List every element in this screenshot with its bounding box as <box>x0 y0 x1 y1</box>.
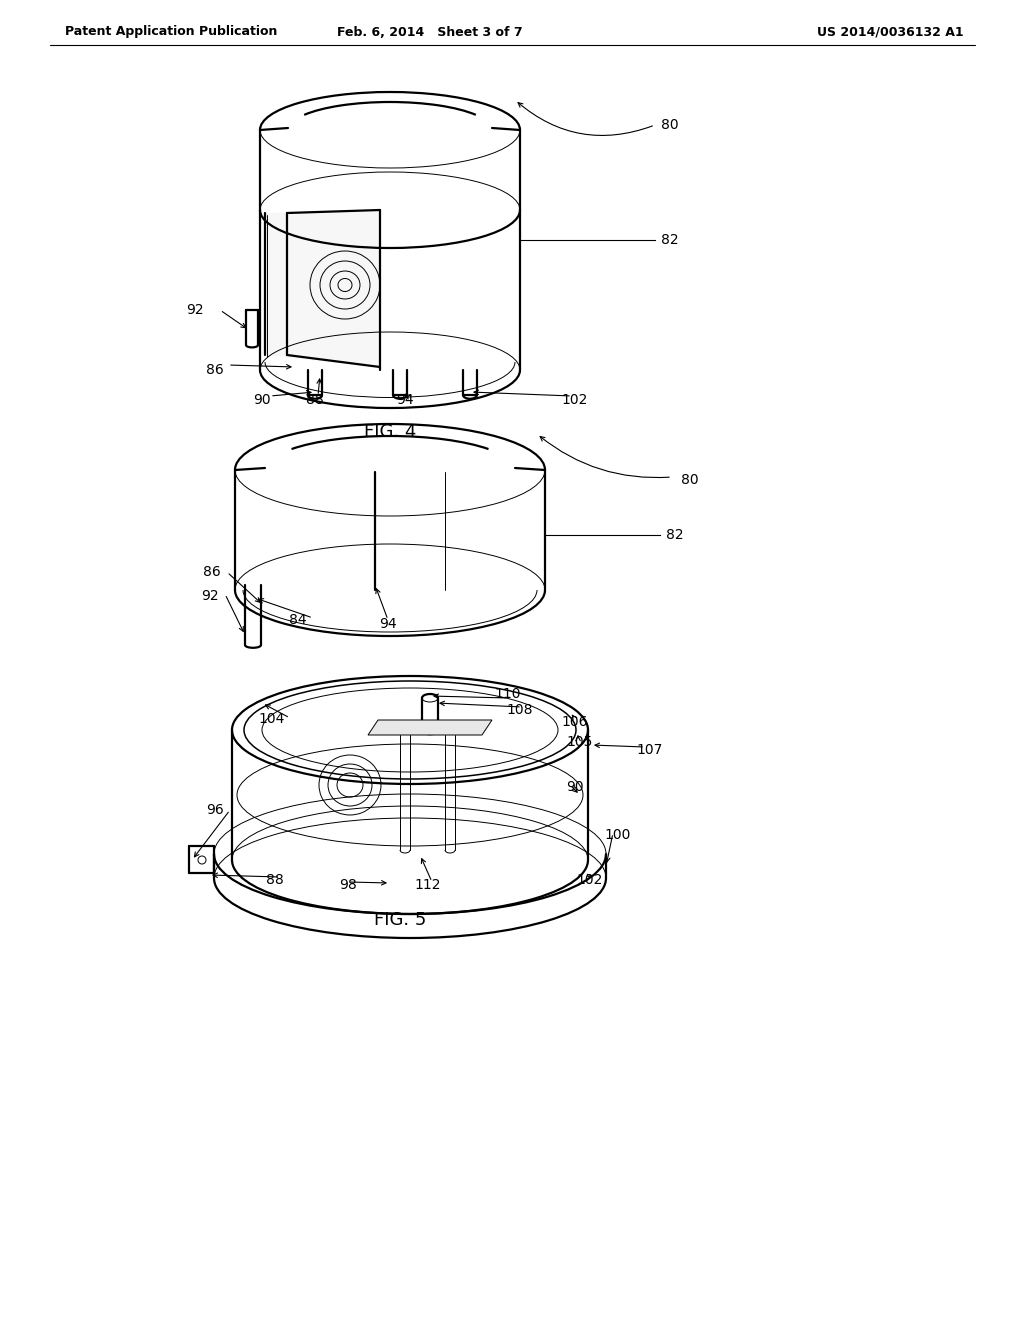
Text: 86: 86 <box>206 363 224 378</box>
Text: 90: 90 <box>253 393 270 407</box>
Text: 88: 88 <box>266 873 284 887</box>
Text: 108: 108 <box>507 704 534 717</box>
Text: Feb. 6, 2014   Sheet 3 of 7: Feb. 6, 2014 Sheet 3 of 7 <box>337 25 523 38</box>
Text: 94: 94 <box>379 616 397 631</box>
Text: 102: 102 <box>577 873 603 887</box>
Text: 110: 110 <box>495 686 521 701</box>
Text: 107: 107 <box>637 743 664 756</box>
Text: US 2014/0036132 A1: US 2014/0036132 A1 <box>817 25 964 38</box>
Text: Patent Application Publication: Patent Application Publication <box>65 25 278 38</box>
Text: 92: 92 <box>186 304 204 317</box>
Text: 100: 100 <box>605 828 631 842</box>
Text: 96: 96 <box>206 803 224 817</box>
Text: 88: 88 <box>306 393 324 407</box>
Text: FIG. 4: FIG. 4 <box>364 422 416 441</box>
Text: 106: 106 <box>562 715 588 729</box>
Text: 112: 112 <box>415 878 441 892</box>
Text: 84: 84 <box>289 612 307 627</box>
Text: 86: 86 <box>203 565 221 579</box>
Text: 102: 102 <box>562 393 588 407</box>
Text: 80: 80 <box>662 117 679 132</box>
Text: FIG. 5: FIG. 5 <box>374 911 426 929</box>
Text: 104: 104 <box>259 711 286 726</box>
Text: 82: 82 <box>667 528 684 543</box>
Polygon shape <box>265 210 380 367</box>
Text: 98: 98 <box>339 878 357 892</box>
Text: 105: 105 <box>567 735 593 748</box>
Polygon shape <box>368 719 492 735</box>
Text: 80: 80 <box>681 473 698 487</box>
Text: 82: 82 <box>662 234 679 247</box>
Text: 92: 92 <box>201 589 219 603</box>
Text: 90: 90 <box>566 780 584 795</box>
Text: 94: 94 <box>396 393 414 407</box>
